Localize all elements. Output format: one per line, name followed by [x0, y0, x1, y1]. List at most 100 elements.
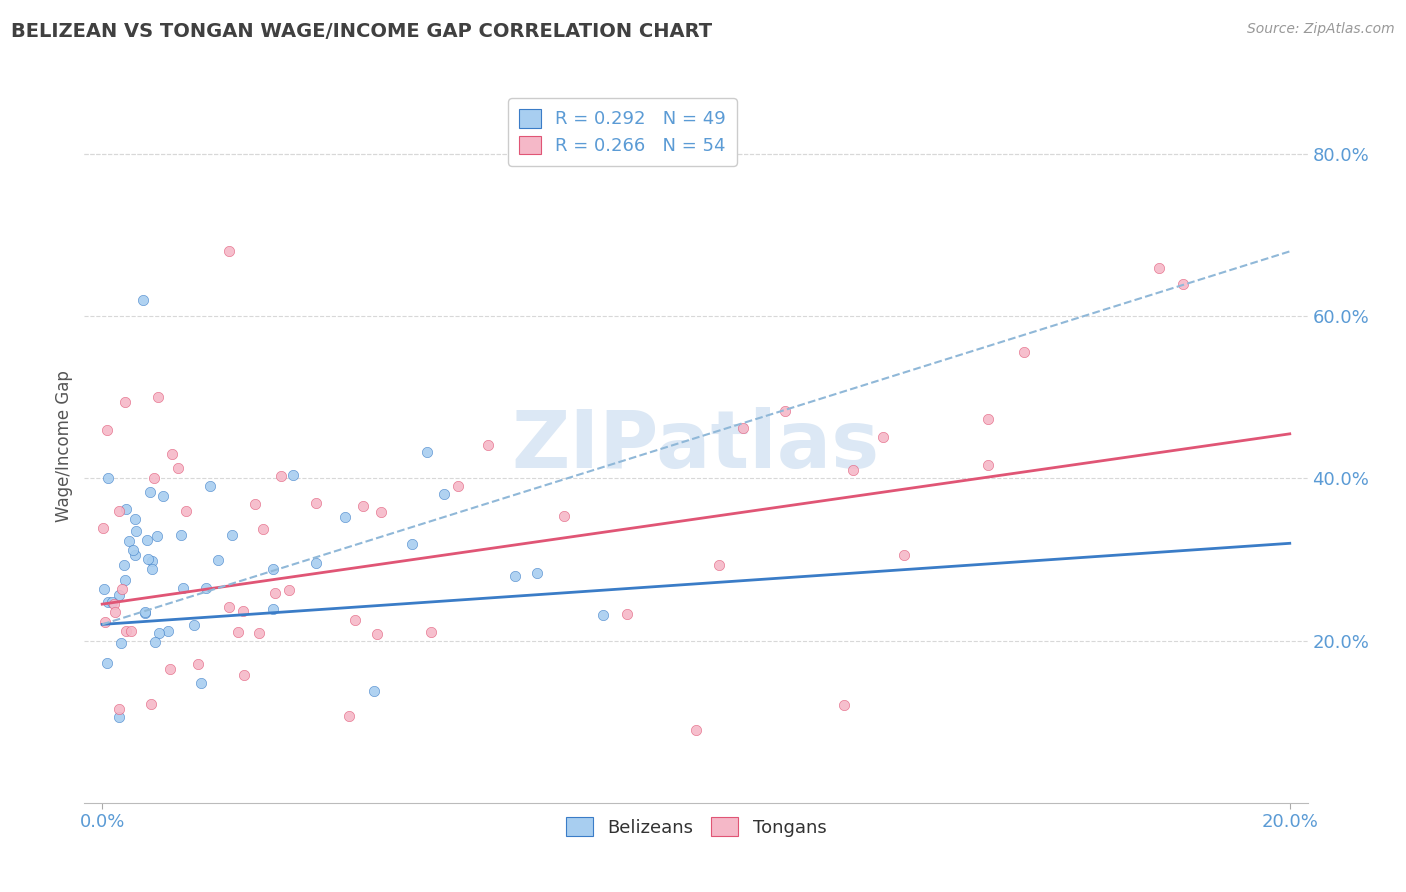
Point	[401, 537, 423, 551]
Point	[352, 500, 374, 514]
Point	[333, 510, 356, 524]
Point	[198, 478, 221, 492]
Point	[893, 548, 915, 562]
Point	[685, 723, 707, 737]
Point	[94, 615, 117, 629]
Point	[252, 522, 274, 536]
Point	[110, 636, 132, 650]
Point	[146, 529, 169, 543]
Point	[977, 458, 1000, 473]
Point	[96, 656, 118, 670]
Point	[221, 528, 243, 542]
Legend: Belizeans, Tongans: Belizeans, Tongans	[558, 810, 834, 844]
Point	[104, 605, 127, 619]
Point	[148, 625, 170, 640]
Point	[101, 595, 124, 609]
Point	[226, 624, 249, 639]
Point	[834, 698, 856, 713]
Text: BELIZEAN VS TONGAN WAGE/INCOME GAP CORRELATION CHART: BELIZEAN VS TONGAN WAGE/INCOME GAP CORRE…	[11, 22, 713, 41]
Point	[270, 469, 292, 483]
Point	[152, 489, 174, 503]
Point	[344, 613, 367, 627]
Point	[124, 511, 146, 525]
Point	[262, 562, 284, 576]
Point	[174, 504, 197, 518]
Point	[115, 502, 138, 516]
Point	[733, 421, 755, 435]
Point	[337, 709, 360, 723]
Point	[159, 662, 181, 676]
Point	[1012, 345, 1035, 359]
Point	[503, 569, 526, 583]
Point	[167, 461, 190, 475]
Point	[108, 589, 131, 603]
Point	[139, 697, 162, 711]
Point	[143, 635, 166, 649]
Text: Source: ZipAtlas.com: Source: ZipAtlas.com	[1247, 22, 1395, 37]
Point	[616, 607, 638, 621]
Point	[124, 548, 146, 562]
Point	[233, 667, 256, 681]
Point	[264, 586, 287, 600]
Point	[841, 463, 863, 477]
Point	[172, 582, 194, 596]
Point	[91, 521, 114, 535]
Point	[114, 394, 136, 409]
Point	[447, 479, 470, 493]
Point	[420, 624, 443, 639]
Point	[416, 445, 439, 459]
Point	[97, 595, 120, 609]
Point	[96, 423, 118, 437]
Point	[1147, 260, 1170, 275]
Point	[281, 467, 304, 482]
Point	[134, 605, 156, 619]
Point	[277, 582, 299, 597]
Point	[977, 412, 1000, 426]
Point	[872, 429, 894, 443]
Point	[709, 558, 731, 572]
Point	[138, 552, 160, 566]
Point	[433, 487, 456, 501]
Point	[132, 293, 155, 307]
Point	[122, 542, 145, 557]
Point	[592, 607, 614, 622]
Point	[156, 624, 179, 638]
Point	[1171, 277, 1194, 291]
Point	[139, 484, 162, 499]
Point	[232, 604, 254, 618]
Point	[526, 566, 548, 580]
Point	[218, 244, 240, 259]
Point	[107, 709, 129, 723]
Point	[363, 684, 385, 698]
Point	[146, 390, 169, 404]
Point	[118, 533, 141, 548]
Point	[187, 657, 209, 671]
Point	[103, 597, 125, 611]
Point	[305, 496, 328, 510]
Point	[195, 582, 218, 596]
Point	[243, 497, 266, 511]
Point	[160, 447, 183, 461]
Point	[107, 504, 129, 518]
Point	[114, 558, 136, 573]
Text: ZIPatlas: ZIPatlas	[512, 407, 880, 485]
Point	[120, 624, 142, 639]
Point	[111, 582, 134, 596]
Point	[183, 617, 205, 632]
Point	[114, 574, 136, 588]
Point	[207, 553, 229, 567]
Point	[553, 508, 575, 523]
Point	[773, 404, 796, 418]
Point	[366, 626, 388, 640]
Point	[370, 505, 392, 519]
Point	[134, 606, 156, 620]
Point	[143, 470, 166, 484]
Point	[141, 554, 163, 568]
Point	[114, 624, 136, 638]
Point	[96, 471, 118, 485]
Point	[136, 533, 159, 547]
Point	[107, 701, 129, 715]
Point	[262, 602, 284, 616]
Point	[218, 599, 240, 614]
Point	[477, 438, 499, 452]
